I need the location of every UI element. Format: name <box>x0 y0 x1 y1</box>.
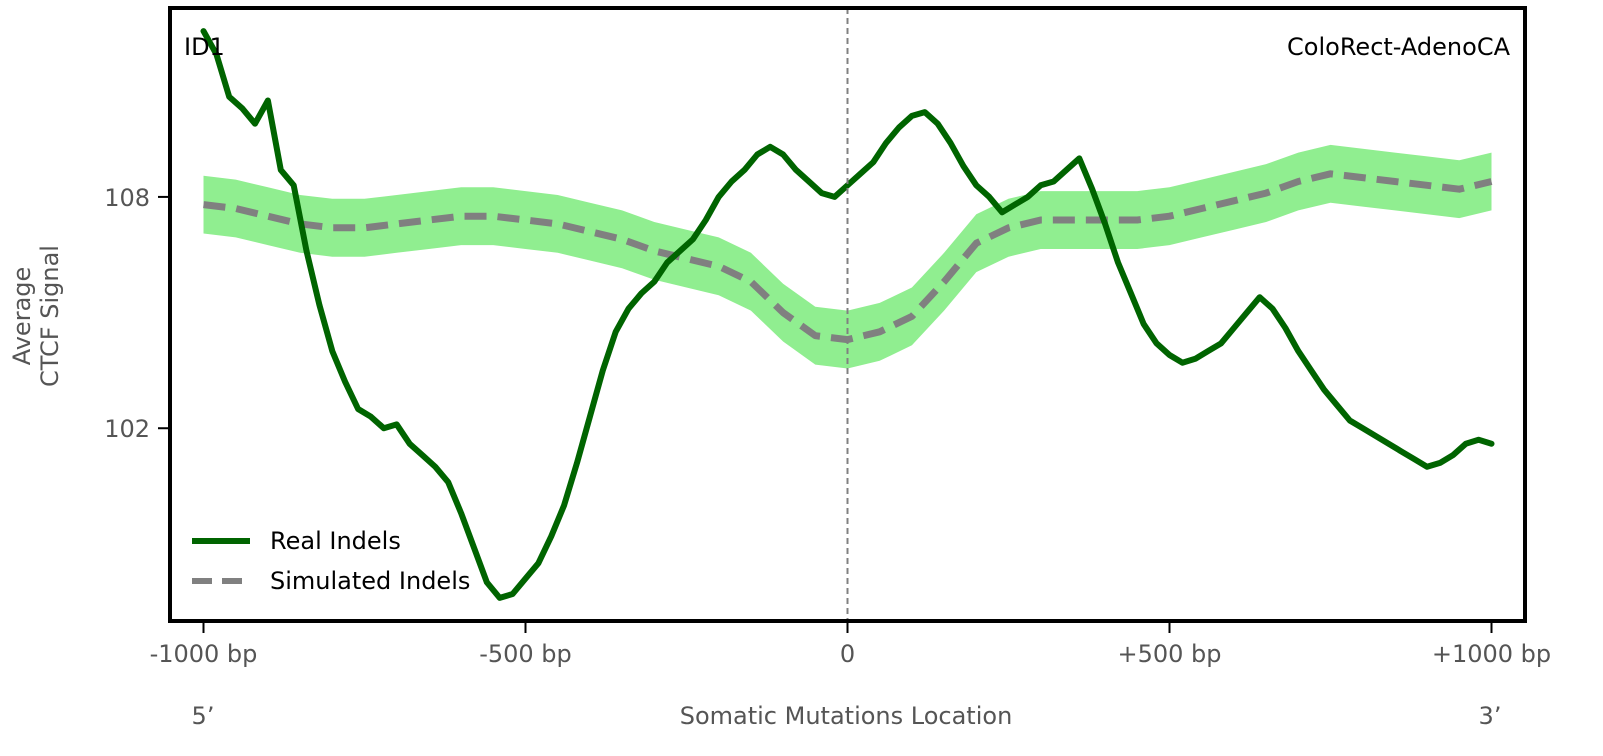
x-tick-label: -1000 bp <box>150 640 258 668</box>
y-axis-title-line2: CTCF Signal <box>36 245 64 387</box>
y-tick-label: 108 <box>104 184 150 212</box>
simulated-indels-band <box>203 144 1492 369</box>
top-right-label: ColoRect-AdenoCA <box>1287 33 1511 61</box>
y-axis-title: Average CTCF Signal <box>8 245 64 387</box>
x-tick-label: -500 bp <box>479 640 572 668</box>
axes: -1000 bp -500 bp 0 +500 bp +1000 bp 102 108 <box>104 184 1551 668</box>
x-axis-title: Somatic Mutations Location <box>680 702 1013 730</box>
y-axis-title-line1: Average <box>8 267 36 366</box>
real-indels-line <box>200 28 1495 601</box>
x-end-label-5prime: 5’ <box>192 702 215 730</box>
x-end-label-3prime: 3’ <box>1479 702 1502 730</box>
top-left-label: ID1 <box>184 33 225 61</box>
x-tick-label: 0 <box>840 640 855 668</box>
plot-area <box>200 8 1495 621</box>
x-tick-label: +500 bp <box>1117 640 1221 668</box>
y-tick-label: 102 <box>104 415 150 443</box>
legend-label-real-indels: Real Indels <box>270 527 401 555</box>
legend: Real Indels Simulated Indels <box>192 527 470 595</box>
plot-frame <box>168 6 1527 623</box>
legend-label-simulated-indels: Simulated Indels <box>270 567 470 595</box>
x-tick-label: +1000 bp <box>1432 640 1551 668</box>
